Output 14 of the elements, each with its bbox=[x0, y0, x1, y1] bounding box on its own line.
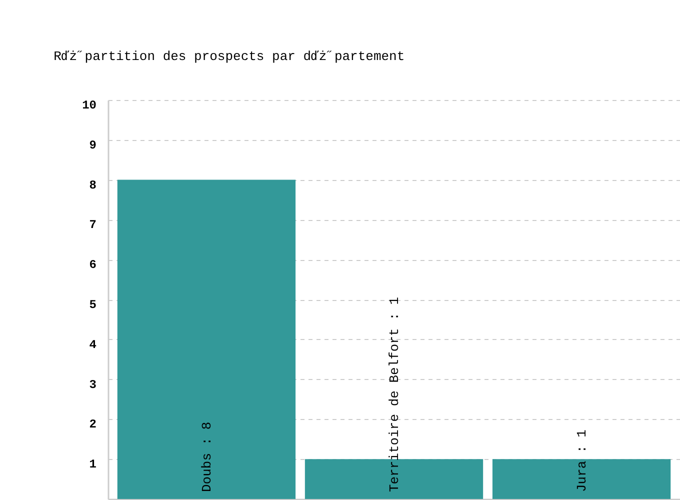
y-tick-label: 6 bbox=[89, 258, 96, 272]
y-tick-label: 8 bbox=[89, 178, 96, 192]
y-tick-label: 3 bbox=[89, 378, 96, 392]
y-tick-label: 4 bbox=[89, 338, 96, 352]
y-tick-label: 1 bbox=[89, 458, 96, 472]
y-tick-label: 10 bbox=[82, 98, 96, 112]
y-tick-label: 9 bbox=[89, 138, 96, 152]
y-tick-label: 2 bbox=[89, 418, 96, 432]
chart-title: Rďż˝partition des prospects par dďż˝partement bbox=[54, 49, 405, 64]
data-label: Doubs : 8 bbox=[199, 422, 214, 492]
data-label: Jura : 1 bbox=[574, 429, 590, 492]
data-label: Territoire de Belfort : 1 bbox=[387, 296, 402, 492]
y-tick-label: 7 bbox=[89, 218, 96, 232]
y-tick-label: 5 bbox=[89, 298, 96, 312]
